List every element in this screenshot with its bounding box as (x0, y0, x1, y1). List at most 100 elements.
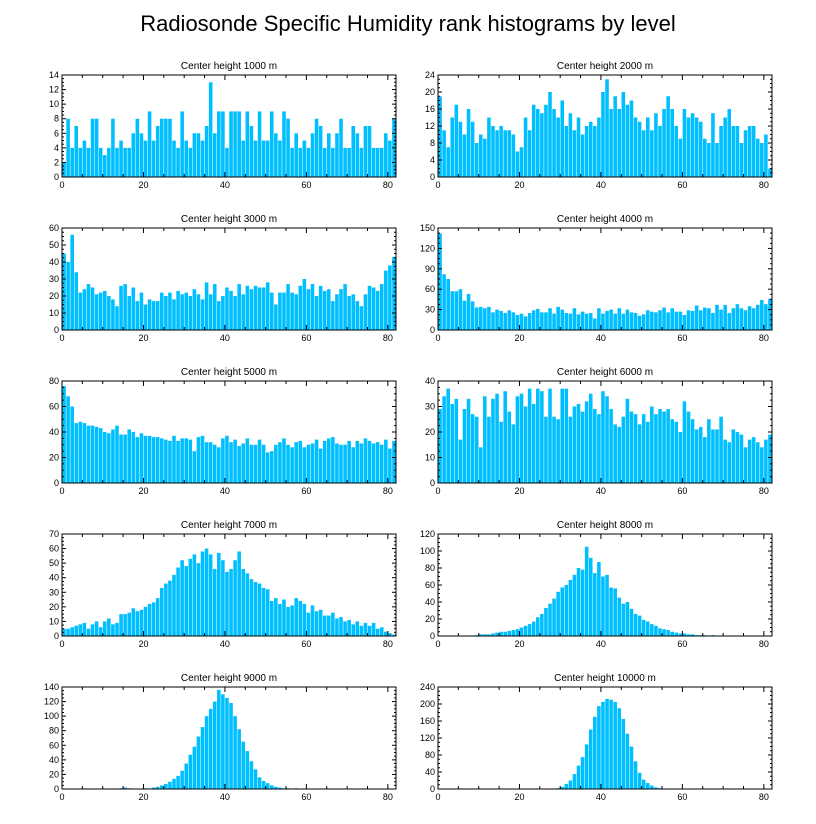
bar (723, 117, 727, 177)
bar (245, 573, 250, 636)
bar (233, 560, 237, 636)
bar (548, 388, 552, 483)
bar (115, 147, 119, 177)
bar (217, 552, 221, 636)
bar (363, 438, 368, 484)
y-tick-label: 6 (54, 128, 59, 138)
bar (584, 313, 589, 330)
x-tick-label: 20 (138, 792, 148, 802)
bar (597, 706, 601, 790)
bar (274, 304, 278, 330)
bar (265, 282, 270, 330)
bar (662, 307, 666, 330)
bar (450, 403, 455, 483)
bar (556, 591, 560, 636)
bar (633, 761, 638, 790)
bar (164, 583, 168, 636)
bar (491, 312, 495, 330)
bar (593, 409, 597, 483)
bar (576, 765, 581, 790)
bar (764, 304, 768, 330)
bar (584, 546, 589, 636)
y-tick-label: 20 (49, 453, 59, 463)
bar (70, 406, 74, 483)
bar (743, 310, 748, 330)
bar (335, 618, 339, 636)
bar (568, 780, 573, 789)
y-tick-label: 30 (425, 305, 435, 315)
bar (233, 111, 237, 177)
bar (654, 625, 658, 636)
bar (633, 414, 638, 483)
bar (123, 284, 127, 330)
x-tick-label: 80 (759, 333, 769, 343)
bar (487, 306, 491, 330)
bar (208, 442, 213, 483)
bar (650, 311, 654, 330)
y-tick-label: 12 (425, 121, 435, 131)
bar (196, 437, 201, 483)
y-tick-label: 20 (425, 87, 435, 97)
bar (495, 632, 499, 636)
y-tick-label: 100 (420, 546, 435, 556)
bar (637, 615, 642, 636)
bar (355, 133, 360, 177)
bar (274, 786, 278, 789)
bar (70, 234, 74, 330)
x-tick-label: 0 (435, 639, 440, 649)
bar (568, 416, 573, 483)
bar (318, 285, 323, 330)
x-tick-label: 60 (301, 486, 311, 496)
bar (588, 393, 593, 483)
bar (229, 442, 233, 483)
bar (747, 306, 752, 330)
bar (233, 716, 237, 789)
bar (609, 309, 613, 330)
y-tick-label: 40 (425, 597, 435, 607)
bar (111, 429, 115, 483)
bar (560, 309, 565, 330)
bar (86, 628, 91, 636)
bar (164, 118, 168, 177)
x-tick-label: 80 (383, 333, 393, 343)
bar (682, 401, 687, 483)
plot-frame (437, 533, 773, 637)
bar (470, 301, 475, 330)
bar (617, 708, 622, 789)
bar (511, 424, 516, 483)
bar (90, 425, 95, 484)
bar (515, 315, 520, 330)
x-tick-label: 40 (596, 792, 606, 802)
x-tick-label: 60 (677, 333, 687, 343)
panel-4: Center height 4000 m 0 30 60 90 120 150 0 20 40 60… (420, 214, 773, 343)
bar (446, 279, 450, 330)
bar (176, 147, 180, 177)
bar (269, 451, 274, 484)
bar (82, 289, 87, 330)
bar (131, 432, 136, 483)
y-tick-label: 80 (49, 376, 59, 386)
bar (719, 309, 723, 330)
bar (540, 613, 544, 636)
bar (151, 787, 156, 789)
bar (662, 411, 666, 483)
bar (621, 313, 626, 330)
bar (286, 444, 290, 483)
bar (331, 147, 335, 177)
bar (274, 444, 278, 483)
bar (503, 130, 507, 177)
bar (62, 628, 66, 636)
bar (755, 442, 760, 483)
bar (388, 633, 392, 636)
bar (123, 147, 127, 177)
bar (568, 113, 573, 177)
bar (483, 138, 487, 177)
bar (225, 147, 229, 177)
bar (446, 147, 450, 177)
bar (180, 111, 184, 177)
bar (584, 126, 589, 177)
bar (478, 634, 483, 636)
panel-9: Center height 9000 m 0 20 40 60 80 100 120 140 0 2… (44, 673, 397, 802)
panel-3: Center height 3000 m 0 10 20 30 40 50 60 0 20 40 60… (49, 214, 397, 343)
bar (450, 117, 455, 177)
